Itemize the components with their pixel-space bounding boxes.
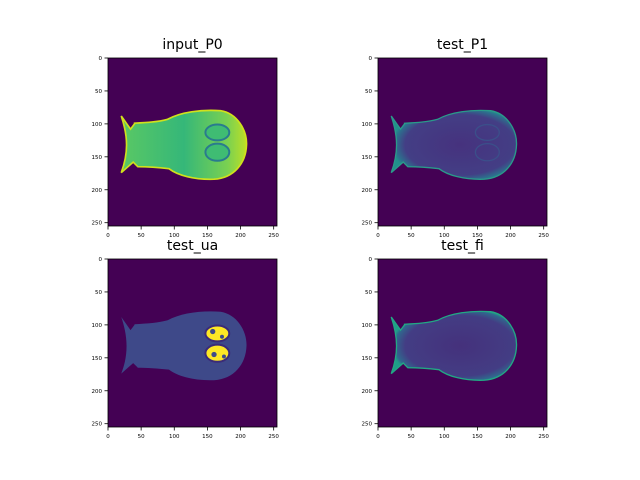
inclusion-region — [204, 324, 231, 363]
x-tick-label: 0 — [376, 233, 380, 239]
y-tick-label: 0 — [99, 56, 103, 62]
y-tick-label: 0 — [369, 257, 373, 263]
x-tick-label: 250 — [538, 233, 549, 239]
x-tick-label: 250 — [538, 434, 549, 440]
x-tick-label: 0 — [376, 434, 380, 440]
axes-frame — [107, 258, 278, 428]
y-tick-label: 100 — [362, 323, 373, 329]
x-tick-label: 50 — [408, 233, 415, 239]
panel-test-fi — [378, 259, 547, 427]
x-tick-label: 100 — [439, 233, 450, 239]
x-tick-label: 200 — [235, 233, 246, 239]
y-tick-label: 150 — [362, 155, 373, 161]
y-tick-label: 200 — [362, 389, 373, 395]
inclusion-region — [474, 123, 500, 162]
y-tick-label: 50 — [365, 89, 372, 95]
y-tick-label: 250 — [362, 221, 373, 227]
panel-title: test_ua — [167, 238, 218, 254]
panel-input-p0 — [108, 58, 277, 226]
y-tick-label: 250 — [362, 422, 373, 428]
x-tick-label: 50 — [138, 434, 145, 440]
x-tick-label: 200 — [505, 434, 516, 440]
y-tick-label: 0 — [369, 56, 373, 62]
y-tick-label: 250 — [92, 221, 103, 227]
x-tick-label: 250 — [268, 233, 279, 239]
x-tick-label: 150 — [202, 233, 213, 239]
panel-title: test_fi — [441, 238, 484, 254]
panel-title: input_P0 — [162, 37, 222, 53]
y-tick-label: 50 — [95, 290, 102, 296]
x-tick-label: 100 — [169, 434, 180, 440]
x-tick-label: 0 — [106, 233, 110, 239]
panel-test-p1 — [378, 58, 547, 226]
x-tick-label: 250 — [268, 434, 279, 440]
inclusion-region — [204, 123, 231, 162]
axes-frame — [107, 57, 278, 227]
y-tick-label: 200 — [92, 188, 103, 194]
x-tick-label: 0 — [106, 434, 110, 440]
panel-test-ua — [108, 259, 277, 427]
y-tick-label: 100 — [362, 122, 373, 128]
axes-overlay: input_P00 50 100 150 200 250050100150200250te… — [92, 37, 550, 440]
y-tick-label: 0 — [99, 257, 103, 263]
axes-frame — [377, 258, 548, 428]
x-tick-label: 150 — [472, 233, 483, 239]
x-tick-label: 200 — [235, 434, 246, 440]
x-tick-label: 150 — [472, 434, 483, 440]
x-tick-label: 200 — [505, 233, 516, 239]
y-tick-label: 50 — [365, 290, 372, 296]
x-tick-label: 50 — [408, 434, 415, 440]
y-tick-label: 50 — [95, 89, 102, 95]
x-tick-label: 150 — [202, 434, 213, 440]
y-tick-label: 150 — [362, 356, 373, 362]
y-tick-label: 250 — [92, 422, 103, 428]
axes-frame — [377, 57, 548, 227]
y-tick-label: 100 — [92, 323, 103, 329]
x-tick-label: 100 — [169, 233, 180, 239]
panel-title: test_P1 — [437, 37, 488, 53]
y-tick-label: 200 — [92, 389, 103, 395]
y-tick-label: 150 — [92, 155, 103, 161]
y-tick-label: 200 — [362, 188, 373, 194]
x-tick-label: 50 — [138, 233, 145, 239]
y-tick-label: 100 — [92, 122, 103, 128]
x-tick-label: 100 — [439, 434, 450, 440]
y-tick-label: 150 — [92, 356, 103, 362]
